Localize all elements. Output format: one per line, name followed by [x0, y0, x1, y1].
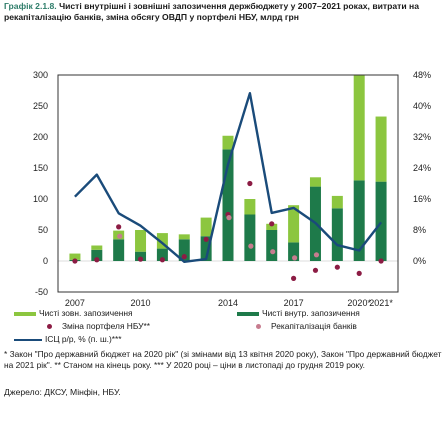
dot-recap: [270, 249, 276, 255]
legend-item-recap: Рекапіталізація банків: [256, 321, 357, 331]
bar-external: [156, 233, 168, 249]
legend-swatch-recap: [256, 324, 261, 330]
x-tick-label: 2020*: [347, 298, 371, 308]
x-tick-label: 2014: [218, 298, 238, 308]
bar-external: [69, 253, 81, 260]
plot-frame: [57, 74, 399, 293]
dot-recap: [226, 215, 232, 221]
axes-layer: -50 0 50 100 150 200 250 300 0% 8% 16% 24% 32% 40% 48%…: [33, 70, 431, 308]
y2-tick-label: 48%: [413, 70, 431, 80]
chart-plot: -50 0 50 100 150 200 250 300 0% 8% 16% 24% 32% 40% 48%…: [33, 70, 431, 308]
bar-external: [266, 223, 278, 230]
footnotes: * Закон "Про державний бюджет на 2020 рі…: [4, 349, 442, 371]
legend-swatch-nbu: [47, 324, 52, 330]
bar-domestic: [288, 242, 300, 261]
legend-swatch-domestic: [237, 311, 259, 316]
figure-number: Графік 2.1.8.: [4, 1, 57, 11]
dot-nbu: [334, 264, 340, 270]
legend-label-recap: Рекапіталізація банків: [271, 321, 357, 331]
dot-recap: [313, 252, 320, 258]
bar-domestic: [200, 236, 212, 261]
dot-nbu: [72, 258, 78, 264]
legend-swatch-cpi: [14, 338, 42, 341]
y-tick-label: 300: [33, 70, 48, 80]
dot-nbu: [116, 224, 122, 230]
dot-nbu: [247, 180, 253, 187]
y-tick-label: 0: [43, 256, 48, 266]
bar-domestic: [375, 181, 387, 261]
dot-nbu: [181, 254, 187, 260]
figure-caption: Чисті внутрішні і зовнішні запозичення д…: [4, 1, 419, 23]
legend-label-nbu: Зміна портфеля НБУ**: [62, 321, 150, 331]
y2-tick-label: 40%: [413, 101, 431, 111]
x-tick-label: 2017: [284, 298, 304, 308]
bar-domestic: [91, 249, 103, 261]
bar-external: [375, 116, 387, 182]
dot-nbu: [291, 275, 297, 281]
y2-tick-label: 32%: [413, 132, 431, 142]
bar-domestic: [135, 251, 147, 261]
y-tick-label: 50: [38, 225, 48, 235]
source-note: Джерело: ДКСУ, Мінфін, НБУ.: [4, 387, 121, 397]
dot-nbu: [356, 270, 362, 276]
y2-tick-label: 24%: [413, 163, 431, 173]
bar-external: [331, 195, 343, 209]
legend-swatch-external: [14, 311, 36, 316]
dot-recap: [248, 243, 254, 249]
legend-item-domestic: Чисті внутр. запозичення: [237, 308, 360, 318]
y-tick-label: 100: [33, 194, 48, 204]
bar-domestic: [244, 214, 256, 261]
x-tick-label: 2007: [65, 298, 85, 308]
bar-external: [91, 245, 103, 250]
bar-external: [244, 199, 256, 215]
bar-external: [135, 230, 147, 252]
dot-recap: [292, 255, 298, 261]
dot-nbu: [378, 258, 384, 264]
bar-domestic: [353, 180, 365, 261]
y2-tick-label: 8%: [413, 225, 426, 235]
bar-external: [200, 217, 212, 237]
dot-nbu: [269, 221, 275, 227]
dot-nbu: [203, 236, 209, 242]
bar-external: [353, 75, 365, 181]
y-tick-label: 200: [33, 132, 48, 142]
legend-label-external: Чисті зовн. запозичення: [39, 308, 133, 318]
y-tick-label: -50: [35, 287, 48, 297]
dot-nbu: [312, 267, 319, 273]
y2-tick-label: 0%: [413, 256, 426, 266]
legend-item-cpi: ІСЦ р/р, % (п. ш.)***: [14, 334, 122, 344]
bar-external: [288, 205, 300, 243]
bar-external: [178, 234, 190, 240]
dot-recap: [117, 233, 123, 239]
dot-nbu: [137, 256, 144, 262]
legend-item-nbu: Зміна портфеля НБУ**: [47, 321, 150, 331]
dot-nbu: [94, 257, 100, 263]
cpi-line-layer: [74, 92, 383, 264]
chart-title: Графік 2.1.8. Чисті внутрішні і зовнішні…: [4, 1, 444, 24]
y-tick-label: 150: [33, 163, 48, 173]
bar-domestic: [156, 248, 168, 261]
y-tick-label: 250: [33, 101, 48, 111]
bar-external: [222, 135, 234, 150]
dots-layer: [72, 180, 384, 281]
y2-tick-label: 16%: [413, 194, 431, 204]
legend-label-cpi: ІСЦ р/р, % (п. ш.)***: [45, 334, 122, 344]
dot-nbu: [159, 257, 165, 263]
bar-domestic: [113, 239, 125, 261]
x-tick-label: 2021*: [369, 298, 393, 308]
legend-item-external: Чисті зовн. запозичення: [14, 308, 133, 318]
bar-domestic: [222, 149, 234, 261]
bar-external: [309, 177, 321, 187]
bar-domestic: [178, 239, 190, 261]
bar-domestic: [266, 230, 278, 261]
bar-domestic: [331, 208, 343, 261]
x-tick-label: 2010: [131, 298, 151, 308]
legend-label-domestic: Чисті внутр. запозичення: [262, 308, 360, 318]
